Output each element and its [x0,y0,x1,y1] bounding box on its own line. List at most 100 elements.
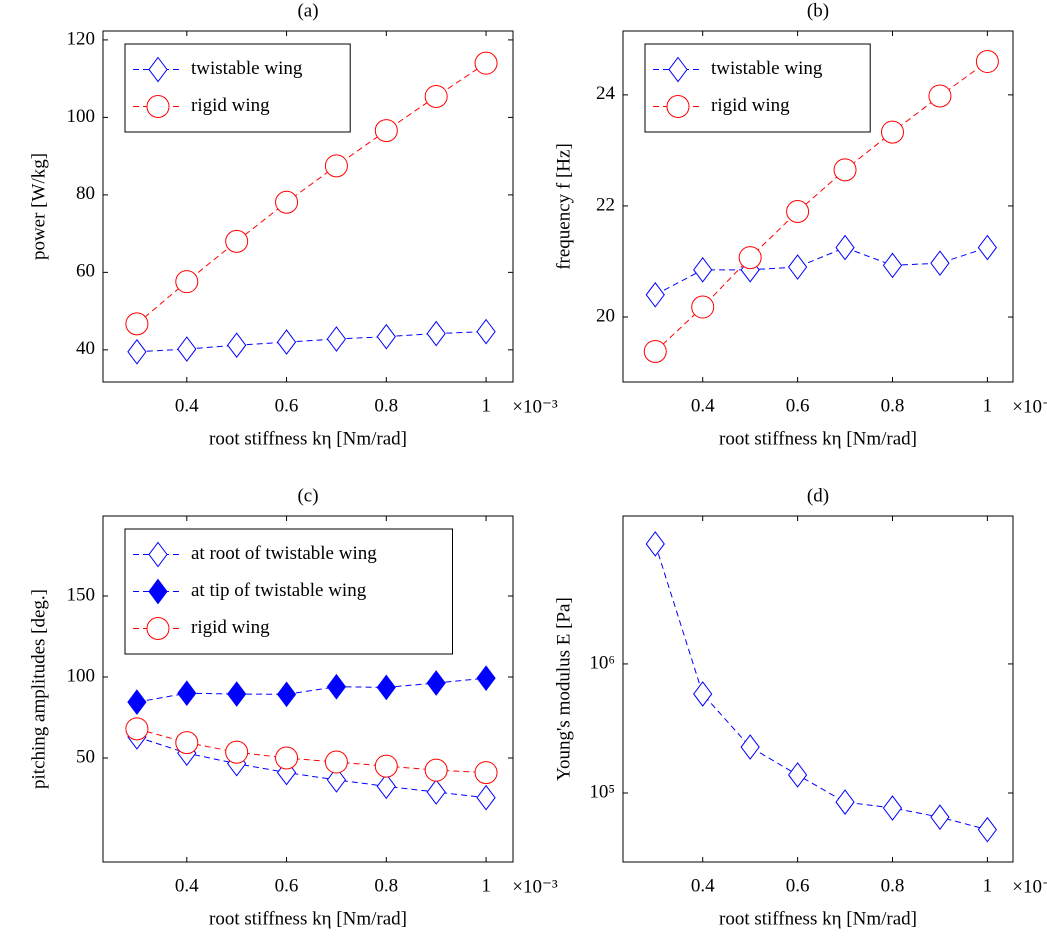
series [125,717,498,785]
marker [275,190,299,214]
legend: at root of twistable wing at tip of twist… [124,528,453,655]
y-tick-label: 22 [596,194,615,215]
marker [426,320,446,347]
y-tick-label: 50 [76,746,95,767]
plot-area [102,515,514,863]
marker [175,270,199,294]
subplot-title: (c) [297,485,318,506]
marker [740,734,760,760]
marker [127,689,147,715]
y-axis-label: pitching amplitudes [deg.] [28,589,49,789]
x-tick-label: 0.8 [881,875,905,896]
marker [474,761,498,785]
marker [275,746,299,770]
marker [930,250,950,276]
series [125,51,498,336]
x-tick-label: 0.4 [175,875,199,896]
x-tick-label: 0.8 [374,395,398,416]
legend-box [124,528,453,655]
marker [930,804,950,830]
marker [977,816,998,843]
marker [833,158,857,182]
marker [882,252,903,279]
subplot-title: (a) [297,0,318,21]
marker [426,670,446,696]
marker [227,681,247,707]
legend-label: at tip of twistable wing [191,580,367,601]
marker [326,673,347,700]
marker [374,119,398,143]
marker [374,754,398,778]
legend: twistable wing rigid wing [124,43,351,133]
x-multiplier: ×10⁻³ [512,396,558,417]
x-tick-label: 0.6 [786,395,810,416]
marker [975,50,999,74]
marker [125,717,149,741]
legend-label: rigid wing [711,95,790,116]
marker [276,329,297,355]
marker [928,84,952,108]
marker [880,120,904,144]
y-tick-label: 100 [67,665,96,686]
marker [326,326,347,352]
y-axis-label: Young's modulus E [Pa] [553,597,574,781]
x-tick-label: 1 [983,395,993,416]
legend-box [644,43,871,133]
marker [476,784,496,811]
x-multiplier: ×10⁻³ [512,876,558,897]
marker [693,681,713,707]
series [127,665,496,715]
legend-marker [668,56,688,83]
legend-marker [148,56,168,83]
marker [476,318,496,345]
plot-area [622,30,1014,383]
y-axis-label: frequency f [Hz] [553,143,574,270]
marker [882,795,903,821]
legend-marker [148,578,168,605]
plot-area [622,515,1014,863]
marker [424,84,448,108]
marker [324,154,348,178]
legend-label: rigid wing [191,95,270,116]
x-tick-label: 0.8 [881,395,905,416]
marker [474,51,498,75]
legend-label: twistable wing [711,58,823,79]
marker [645,531,665,557]
legend-marker [146,95,170,118]
marker [691,295,715,319]
marker [376,773,396,800]
x-axis-label: root stiffness kη [Nm/rad] [209,428,407,449]
marker [376,323,396,350]
y-tick-label: 80 [76,183,95,204]
x-tick-label: 0.4 [175,395,199,416]
x-axis-label: root stiffness kη [Nm/rad] [209,908,407,929]
marker [324,750,348,774]
y-tick-label: 150 [67,584,96,605]
series-line [136,736,487,799]
y-tick-label: 100 [67,106,96,127]
marker [977,234,998,261]
x-tick-label: 0.6 [786,875,810,896]
marker [738,246,762,270]
marker [326,767,347,793]
marker [175,731,199,755]
subplot-title: (b) [807,0,829,21]
series [645,531,998,843]
x-tick-label: 1 [481,875,491,896]
legend-marker [666,95,690,118]
marker [835,234,855,261]
legend-marker [148,541,168,568]
x-tick-label: 0.8 [374,875,398,896]
subplot-title: (d) [807,485,829,506]
marker [643,339,667,363]
y-tick-label: 120 [67,28,96,49]
marker [786,199,810,223]
marker [125,312,149,336]
x-tick-label: 0.4 [691,875,715,896]
marker [645,281,665,308]
x-tick-label: 0.6 [275,875,299,896]
series [127,318,496,365]
legend-box [124,43,351,133]
series-line [654,543,988,831]
y-tick-label: 40 [76,338,95,359]
